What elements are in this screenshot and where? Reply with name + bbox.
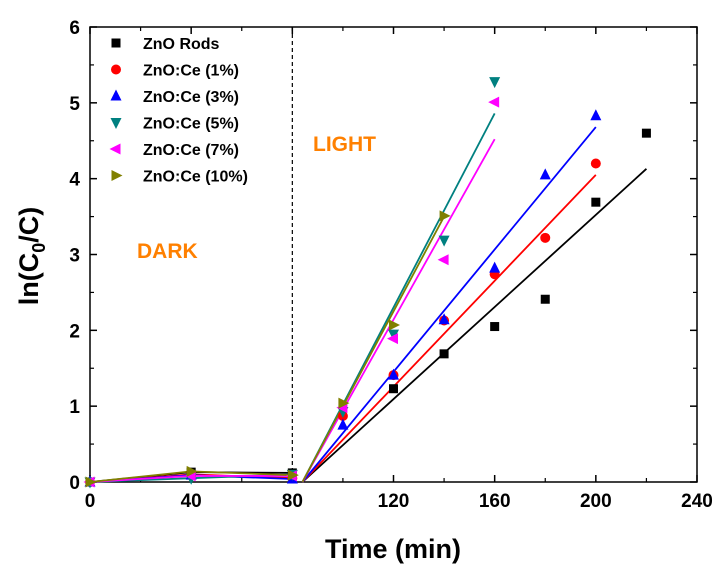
x-tick-label: 120 [378,491,410,512]
series-0-point [591,197,601,207]
series-0-point [389,384,398,394]
series-1-point [540,232,551,243]
legend-marker-1 [111,64,121,75]
series-0-point [540,294,550,304]
x-tick-label: 40 [181,491,202,512]
series-4-fit-line [301,138,496,483]
legend-marker-5 [111,170,123,181]
x-tick-label: 160 [479,491,511,512]
series-2-point [590,109,602,121]
y-axis-title-subscript: 0 [29,243,49,253]
legend-label-1: ZnO:Ce (1%) [143,63,239,80]
lines-layer [89,113,648,483]
y-tick-label: 3 [69,246,80,267]
series-5-point [287,469,299,481]
series-3-point [489,77,501,89]
legend-label-2: ZnO:Ce (3%) [143,89,239,106]
series-4-point [387,333,398,345]
y-tick-label: 1 [69,397,80,418]
x-tick-label: 0 [85,491,96,512]
x-tick-label: 80 [282,491,303,512]
series-0-point [439,349,449,359]
y-tick-label: 2 [69,321,80,342]
legend-label-0: ZnO Rods [143,36,220,53]
series-4-point [488,96,500,108]
legend-label-5: ZnO:Ce (10%) [143,169,248,186]
series-4-point [437,254,449,266]
series-2-point [388,368,399,380]
y-tick-label: 5 [69,94,80,115]
legend-label-3: ZnO:Ce (5%) [143,116,239,133]
series-2-point [489,261,501,273]
legend-marker-4 [109,143,121,155]
legend-marker-3 [110,118,122,129]
series-2-point [337,418,349,430]
annotation-dark: DARK [137,240,198,263]
annotation-light: LIGHT [313,133,376,156]
legend: ZnO Rods ZnO:Ce (1%) ZnO:Ce (3%) ZnO:Ce (5%… [109,36,248,186]
series-0-point [641,128,651,138]
markers-layer [83,77,651,489]
series-2-point [539,168,551,180]
y-axis-title-main: ln(C [14,253,44,305]
series-1-fit-line [301,174,597,483]
legend-marker-2 [110,89,122,101]
series-1-point [590,158,601,169]
y-axis-title: ln(C0/C) [14,207,49,306]
y-tick-label: 6 [69,18,80,39]
legend-marker-0 [111,38,121,48]
x-tick-label: 200 [580,491,612,512]
legend-label-4: ZnO:Ce (7%) [143,142,239,159]
series-0-point [490,322,500,332]
y-axis-title-end: /C) [14,207,44,243]
y-tick-label: 0 [69,473,80,494]
series-3-point [438,235,450,247]
series-5-point [186,465,198,477]
series-3-point [388,329,399,341]
series-5-fit-line [301,216,445,483]
y-tick-label: 4 [69,170,80,191]
series-5-point [389,319,400,331]
series-2-fit-line [301,126,597,483]
series-5-point [338,397,350,409]
series-2-point [438,313,450,325]
series-5-point [85,476,97,488]
series-0-fit-line [301,168,648,483]
x-axis-title: Time (min) [325,534,461,564]
series-5-point [439,210,451,222]
x-tick-label: 240 [681,491,713,512]
